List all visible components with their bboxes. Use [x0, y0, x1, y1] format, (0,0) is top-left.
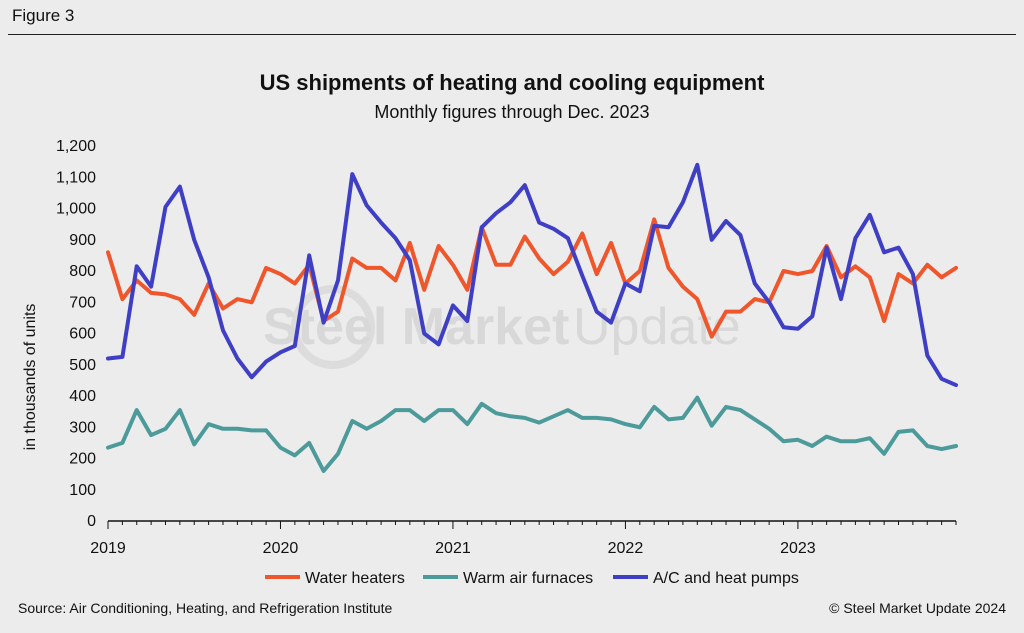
watermark-text-light: Update — [573, 298, 741, 356]
x-tick-label: 2020 — [263, 540, 299, 557]
figure-label: Figure 3 — [12, 6, 75, 25]
y-tick-label: 1,200 — [56, 138, 96, 155]
source-note: Source: Air Conditioning, Heating, and R… — [18, 600, 393, 616]
y-tick-label: 600 — [69, 326, 96, 343]
y-tick-label: 200 — [69, 451, 96, 468]
chart-panel: Steel Market Update US shipments of heat… — [8, 44, 1016, 594]
watermark: Steel Market Update — [263, 285, 741, 369]
legend-label-warm-air-furnaces: Warm air furnaces — [463, 570, 593, 587]
y-tick-label: 900 — [69, 232, 96, 249]
header-rule — [8, 34, 1016, 35]
x-tick-label: 2023 — [780, 540, 816, 557]
y-tick-label: 0 — [87, 513, 96, 530]
y-axis-title: in thousands of units — [22, 304, 39, 451]
series-line-warm-air-furnaces — [106, 395, 958, 473]
y-axis: 0 100 200 300 400 500 600 700 800 900 1,000 1,100 1,… — [56, 138, 96, 530]
y-tick-label: 400 — [69, 388, 96, 405]
line-chart: Steel Market Update US shipments of heat… — [22, 70, 958, 587]
legend-label-water-heaters: Water heaters — [305, 570, 405, 587]
series-line-a-c-and-heat-pumps — [106, 162, 958, 388]
y-tick-label: 500 — [69, 357, 96, 374]
legend: Water heaters Warm air furnaces A/C and … — [265, 570, 799, 587]
y-tick-label: 300 — [69, 419, 96, 436]
y-tick-label: 800 — [69, 263, 96, 280]
watermark-text-bold: Steel Market — [263, 298, 569, 356]
copyright-note: © Steel Market Update 2024 — [829, 600, 1006, 616]
x-tick-label: 2022 — [608, 540, 644, 557]
y-tick-label: 1,100 — [56, 169, 96, 186]
y-tick-label: 1,000 — [56, 201, 96, 218]
series-line-water-heaters — [106, 217, 958, 339]
legend-label-ac-heat-pumps: A/C and heat pumps — [653, 570, 799, 587]
x-tick-label: 2021 — [435, 540, 471, 557]
y-tick-label: 700 — [69, 294, 96, 311]
x-tick-label: 2019 — [90, 540, 126, 557]
series-lines — [106, 162, 958, 473]
chart-subtitle: Monthly figures through Dec. 2023 — [374, 102, 649, 122]
chart-title: US shipments of heating and cooling equi… — [260, 70, 765, 95]
y-tick-label: 100 — [69, 482, 96, 499]
x-axis: 2019 2020 2021 2022 2023 — [90, 520, 957, 557]
